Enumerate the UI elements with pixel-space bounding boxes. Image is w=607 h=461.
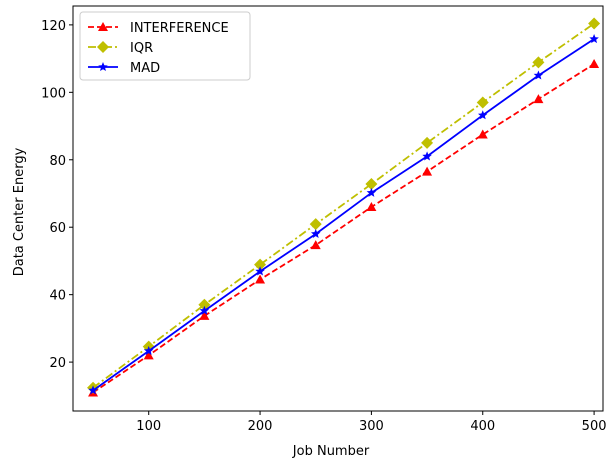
x-axis-ticks: 100 200 300 400 500 — [136, 411, 607, 434]
x-tick-label: 300 — [359, 419, 384, 434]
y-tick-label: 60 — [49, 221, 66, 236]
x-tick-label: 500 — [582, 419, 607, 434]
data-point-iqr — [309, 218, 322, 231]
data-point-iqr — [532, 56, 545, 69]
data-point-iqr — [476, 96, 489, 109]
legend-label-interference: INTERFERENCE — [130, 21, 229, 36]
data-point-mad — [533, 70, 544, 80]
legend-label-iqr: IQR — [130, 41, 153, 56]
x-axis-label: Job Number — [292, 444, 370, 459]
data-point-iqr — [254, 258, 267, 271]
y-tick-label: 100 — [41, 86, 66, 101]
series-line-interference — [92, 63, 595, 394]
legend-item-interference: INTERFERENCE — [88, 21, 229, 36]
y-axis-ticks: 20 40 60 80 100 120 — [41, 19, 73, 371]
series-line-iqr — [92, 22, 595, 389]
data-point-interference — [199, 310, 210, 320]
series-mad — [88, 34, 599, 395]
data-point-mad — [88, 385, 98, 395]
x-tick-label: 400 — [470, 419, 495, 434]
data-point-mad — [143, 345, 154, 356]
data-point-mad — [477, 110, 488, 120]
data-point-mad — [422, 151, 432, 161]
legend-marker-interference — [98, 22, 108, 31]
legend-label-mad: MAD — [130, 61, 160, 76]
y-tick-label: 80 — [49, 154, 66, 169]
x-tick-label: 200 — [248, 419, 273, 434]
legend-marker-iqr — [97, 41, 109, 53]
y-tick-label: 40 — [49, 289, 66, 304]
series-interference — [88, 59, 600, 397]
y-tick-label: 20 — [49, 356, 66, 371]
data-point-interference — [255, 274, 266, 284]
y-axis-label: Data Center Energy — [12, 147, 27, 276]
data-point-interference — [310, 240, 321, 250]
data-point-mad — [310, 228, 321, 239]
legend-item-iqr: IQR — [88, 41, 153, 56]
data-point-iqr — [421, 136, 434, 149]
data-point-mad — [255, 266, 265, 276]
data-point-iqr — [365, 178, 378, 191]
legend-box — [79, 11, 251, 81]
data-point-mad — [589, 34, 599, 44]
data-point-interference — [477, 129, 488, 139]
data-point-interference — [589, 59, 600, 69]
x-tick-label: 100 — [136, 419, 161, 434]
data-point-mad — [366, 187, 377, 197]
y-tick-label: 120 — [41, 19, 66, 34]
legend-marker-mad — [98, 62, 108, 72]
data-point-interference — [143, 350, 154, 360]
data-point-interference — [533, 94, 544, 104]
data-point-interference — [422, 166, 433, 176]
legend: INTERFERENCE IQR MAD — [79, 11, 251, 81]
data-point-mad — [199, 305, 210, 315]
data-point-interference — [366, 201, 377, 211]
plot-frame — [72, 5, 604, 412]
legend-item-mad: MAD — [88, 61, 160, 76]
plot-marks — [87, 17, 601, 397]
data-point-iqr — [588, 17, 601, 30]
series-line-mad — [92, 38, 595, 392]
